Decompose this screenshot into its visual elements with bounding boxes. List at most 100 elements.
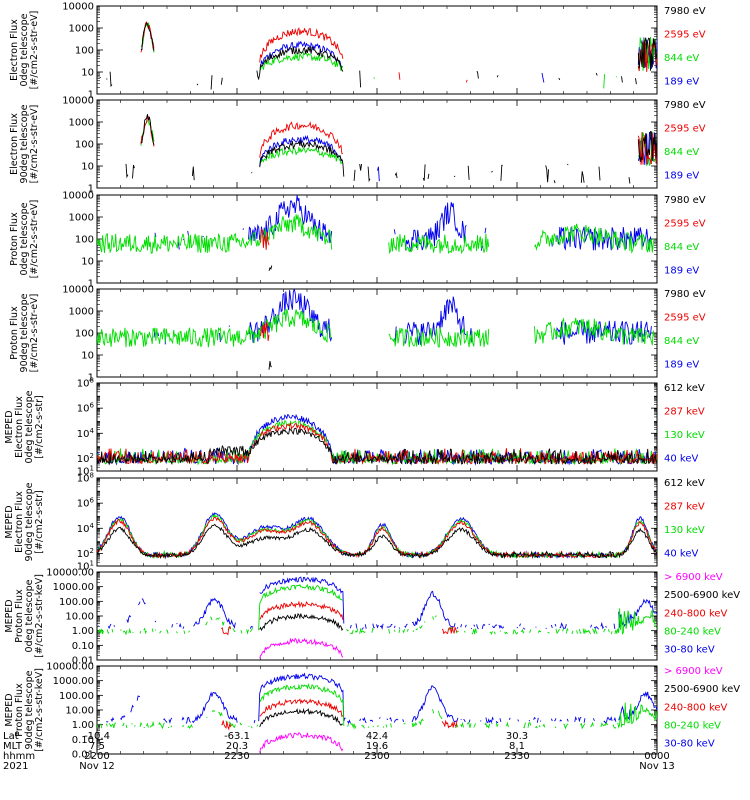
y-tick-label: 102 (77, 547, 94, 560)
y-tick-label: 10000 (62, 285, 94, 296)
y-tick-label: 106 (77, 402, 95, 415)
series-844-ev-line (97, 308, 655, 348)
x-tick-label-lat: 42.4 (366, 731, 388, 742)
y-axis-label: Electron Flux (14, 396, 25, 458)
y-tick-label: 108 (77, 377, 94, 390)
legend-entry: 844 eV (664, 336, 699, 347)
series-group (97, 512, 657, 560)
y-tick-label: 100 (75, 235, 94, 246)
y-axis-label: [#/cm2-s-str-keV] (34, 574, 45, 658)
series-189-ev-line (259, 131, 657, 182)
legend-entry: 287 keV (664, 407, 705, 418)
series-2595-ev-line (140, 114, 657, 165)
y-tick-label: 0.01 (72, 656, 94, 667)
legend-entry: 40 keV (664, 454, 698, 465)
y-axis-label: 0deg telescope (19, 13, 30, 86)
y-tick-label: 10000 (62, 191, 94, 202)
x-tick-label-mlt: 20.3 (226, 741, 248, 752)
y-tick-label: 1000.00 (53, 582, 94, 593)
y-axis-label: 0deg telescope (24, 579, 35, 652)
x-tick-label-time: 2300 (364, 751, 389, 762)
legend-entry: 30-80 keV (664, 645, 715, 656)
y-axis-label: Electron Flux (9, 113, 20, 175)
plot-frame (96, 99, 658, 189)
legend-entry: 130 keV (664, 430, 705, 441)
x-tick-label-mlt: 19.6 (366, 741, 388, 752)
y-tick-label: 100 (75, 140, 94, 151)
y-axis-label: [#/cm2-s-str-eV] (29, 11, 40, 90)
y-tick-label: 100 (75, 46, 94, 57)
legend-entry: > 6900 keV (664, 572, 723, 583)
x-row-label: 2021 (3, 761, 28, 772)
series-2595-ev-line (260, 228, 270, 250)
series-30-80-kev-line (97, 576, 657, 630)
x-tick-label-mlt: 7.5 (89, 741, 105, 752)
legend-entry: 7980 eV (664, 195, 706, 206)
y-tick-label: 1000 (69, 213, 94, 224)
series-2595-ev-line (140, 21, 657, 83)
series--6900-kev-line (259, 637, 344, 659)
y-axis-label: MEPED (4, 599, 15, 632)
legend-entry: 189 eV (664, 360, 699, 371)
legend-entry: 287 keV (664, 502, 705, 513)
legend-entry: 844 eV (664, 147, 699, 158)
legend-entry: 240-800 keV (664, 608, 728, 619)
series-7980-ev-line (125, 114, 657, 184)
y-axis-label: Electron Flux (9, 19, 20, 81)
x-tick-label-lat: 30.3 (506, 731, 528, 742)
series-844-ev-line (140, 22, 657, 89)
legend-entry: 7980 eV (664, 100, 706, 111)
y-tick-label: 0.10 (72, 641, 94, 652)
legend-entry: 2595 eV (664, 219, 706, 230)
y-axis-label: Proton Flux (9, 306, 20, 360)
y-axis-label: Proton Flux (9, 212, 20, 266)
legend-entry: 240-800 keV (664, 702, 728, 713)
y-tick-label: 1000 (69, 307, 94, 318)
series-844-ev-line (140, 120, 657, 166)
series-group (97, 289, 655, 370)
legend-entry: 189 eV (664, 266, 699, 277)
x-row-label: Lat (3, 731, 19, 742)
x-row-label: MLT (3, 741, 23, 752)
legend-entry: 612 keV (664, 478, 705, 489)
legend-entry: 844 eV (664, 53, 699, 64)
y-axis-label: 90deg telescope (19, 293, 30, 372)
panel-2: 1 10 100 1000 10000 Electron Flux 90deg telesc… (9, 96, 706, 195)
series-group (97, 195, 655, 271)
y-tick-label: 100.00 (59, 691, 94, 702)
legend-entry: 40 keV (664, 549, 698, 560)
series--6900-kev-line (259, 732, 344, 753)
y-axis-label: [#/cm2-s-str-eV] (29, 294, 40, 373)
legend-entry: 80-240 keV (664, 721, 721, 732)
y-axis-label: Proton Flux (14, 683, 25, 737)
y-tick-label: 0.10 (72, 735, 94, 746)
series-7980-ev-line (268, 361, 272, 370)
panel-1: 1 10 100 1000 10000 Electron Flux 0deg telesco… (9, 2, 706, 101)
x-tick-label-date: Nov 12 (79, 761, 114, 772)
panel-7: 0.01 0.10 1.00 10.00 100.00 1000.00 10000.00 ME… (4, 568, 740, 667)
x-tick-label-time: 2230 (224, 751, 249, 762)
series-30-80-kev-line (106, 672, 657, 725)
y-tick-label: 1 (88, 184, 94, 195)
y-tick-label: 104 (77, 522, 95, 535)
y-tick-label: 10 (81, 68, 94, 79)
x-tick-label-lat: -10.4 (84, 731, 110, 742)
y-tick-label: 10 (81, 257, 94, 268)
y-tick-label: 101 (77, 560, 94, 573)
series-612-kev-line (97, 523, 657, 560)
x-tick-label-date: Nov 13 (639, 761, 674, 772)
legend-entry: 2595 eV (664, 30, 706, 41)
legend-entry: 130 keV (664, 525, 705, 536)
series-2500-6900-kev-line (259, 613, 344, 632)
legend-entry: 7980 eV (664, 6, 706, 17)
y-axis-label: [#/cm2-s-str] (34, 395, 45, 458)
legend-entry: 80-240 keV (664, 627, 721, 638)
y-tick-label: 1000 (69, 118, 94, 129)
y-axis-label: MEPED (4, 505, 15, 538)
y-axis-label: 90deg telescope (24, 670, 35, 749)
y-axis-label: 0deg telescope (24, 390, 35, 463)
legend-entry: 189 eV (664, 171, 699, 182)
